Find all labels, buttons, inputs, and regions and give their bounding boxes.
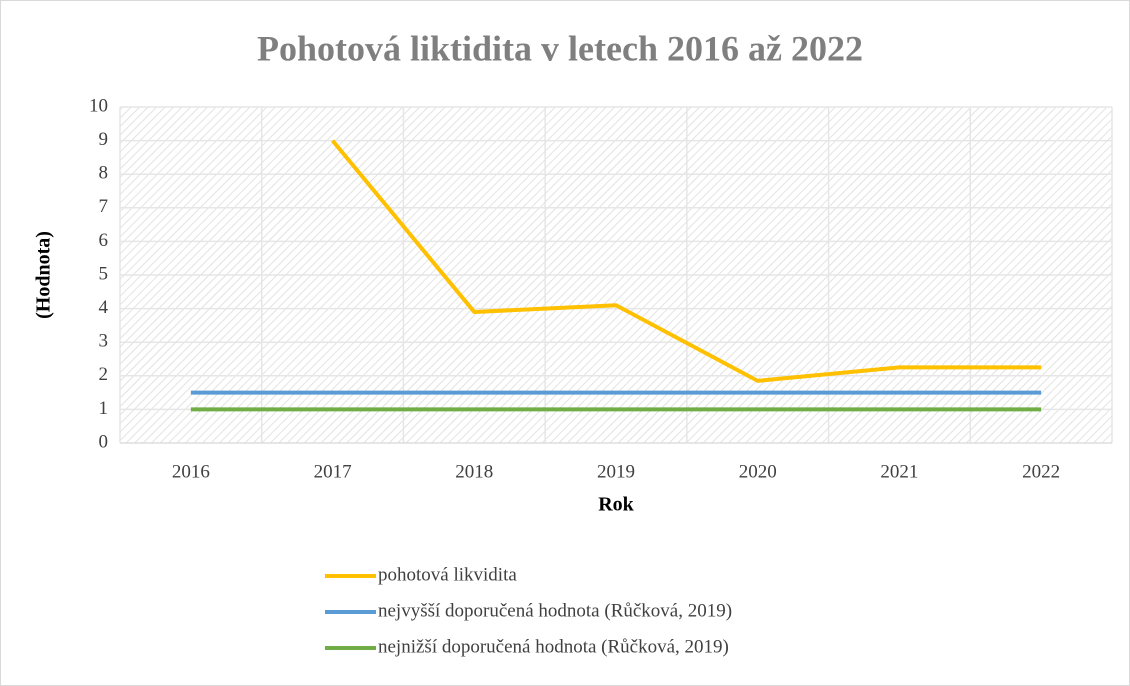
x-tick-label: 2016 (172, 461, 210, 482)
legend-label: pohotová likvidita (378, 564, 517, 585)
y-tick-label: 8 (99, 163, 109, 184)
x-tick-label: 2019 (597, 461, 635, 482)
series-line (331, 139, 1042, 383)
legend-label: nejvyšší doporučená hodnota (Růčková, 20… (378, 600, 732, 621)
y-tick-label: 9 (99, 129, 109, 150)
legend-label: nejnižší doporučená hodnota (Růčková, 20… (378, 636, 729, 657)
y-tick-label: 6 (99, 230, 109, 251)
x-tick-label: 2022 (1022, 461, 1060, 482)
x-tick-label: 2020 (739, 461, 777, 482)
y-tick-label: 4 (99, 297, 109, 318)
y-tick-label: 10 (89, 95, 108, 116)
y-tick-label: 7 (99, 196, 109, 217)
y-tick-label: 2 (99, 364, 109, 385)
x-tick-label: 2018 (455, 461, 493, 482)
y-axis-label: (Hodnota) (33, 231, 55, 319)
y-tick-label: 1 (99, 398, 109, 419)
x-axis-label: Rok (598, 494, 634, 516)
chart-title: Pohotová liktidita v letech 2016 až 2022 (257, 28, 863, 68)
x-tick-label: 2017 (314, 461, 352, 482)
y-tick-label: 0 (99, 431, 109, 452)
y-tick-label: 5 (99, 263, 109, 284)
x-tick-label: 2021 (880, 461, 918, 482)
y-tick-label: 3 (99, 331, 109, 352)
